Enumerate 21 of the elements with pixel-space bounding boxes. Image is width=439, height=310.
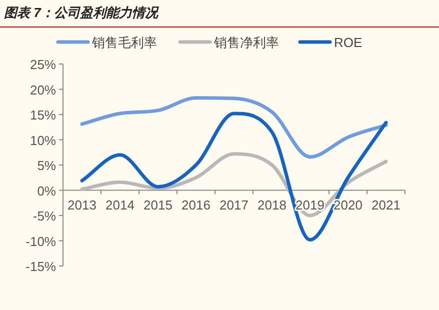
legend-label: 销售毛利率 [91, 35, 157, 50]
y-tick-label: -15% [26, 259, 56, 274]
y-tick-label: 5% [37, 158, 56, 173]
y-tick-label: 25% [30, 57, 56, 72]
chart-title: 图表 7：公司盈利能力情况 [4, 5, 159, 20]
x-tick-label: 2017 [220, 197, 248, 212]
x-tick-label: 2013 [68, 197, 96, 212]
x-tick-label: 2014 [106, 197, 134, 212]
x-tick-label: 2018 [258, 197, 286, 212]
x-tick-label: 2021 [372, 197, 400, 212]
y-tick-label: 10% [30, 132, 56, 148]
y-tick-label: -10% [26, 234, 56, 249]
y-tick-label: -5% [32, 208, 56, 224]
legend-label: ROE [334, 35, 362, 50]
x-tick-label: 2016 [182, 197, 210, 212]
y-tick-label: 15% [30, 108, 56, 122]
legend-label: 销售净利率 [213, 35, 279, 50]
y-tick-label: 20% [30, 82, 56, 98]
y-tick-label: 0% [37, 183, 56, 198]
x-tick-label: 2019 [296, 197, 324, 212]
x-tick-label: 2015 [144, 197, 172, 212]
